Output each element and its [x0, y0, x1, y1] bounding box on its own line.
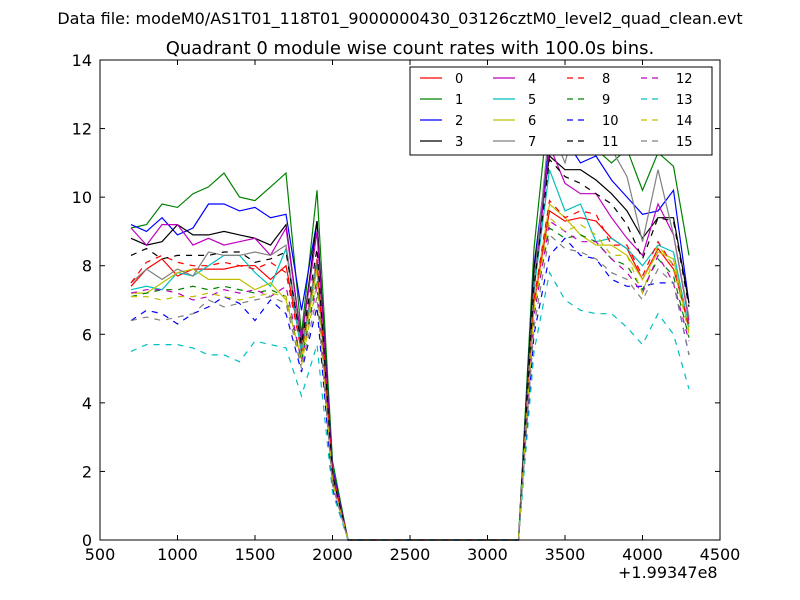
legend-label-1: 1: [455, 93, 463, 108]
y-tick-label: 0: [82, 531, 92, 550]
legend-label-13: 13: [676, 93, 693, 108]
x-tick-label: 4500: [700, 545, 741, 564]
x-tick-label: 1000: [157, 545, 198, 564]
legend-label-12: 12: [676, 72, 693, 87]
legend-label-3: 3: [455, 135, 463, 150]
legend-frame: [409, 66, 713, 156]
x-axis: 500 1000 1500 2000 2500 3000 3500 4000 4500: [85, 60, 741, 564]
y-tick-label: 14: [72, 51, 92, 70]
legend-label-0: 0: [455, 72, 463, 87]
legend-label-7: 7: [528, 135, 536, 150]
legend-label-6: 6: [528, 114, 536, 129]
legend-label-9: 9: [602, 93, 610, 108]
legend-label-14: 14: [676, 114, 693, 129]
chart-suptitle: Data file: modeM0/AS1T01_118T01_90000004…: [57, 9, 742, 29]
x-tick-label: 3500: [545, 545, 586, 564]
y-tick-label: 4: [82, 394, 92, 413]
y-tick-label: 2: [82, 462, 92, 481]
y-tick-label: 6: [82, 325, 92, 344]
legend-label-2: 2: [455, 114, 463, 129]
legend-label-15: 15: [676, 135, 693, 150]
legend-label-11: 11: [602, 135, 619, 150]
y-tick-label: 8: [82, 257, 92, 276]
y-tick-label: 10: [72, 188, 92, 207]
x-tick-label: 3000: [467, 545, 508, 564]
x-tick-label: 2000: [312, 545, 353, 564]
x-tick-label: 1500: [235, 545, 276, 564]
x-tick-label: 4000: [622, 545, 663, 564]
x-tick-label: 2500: [390, 545, 431, 564]
x-tick-label: 500: [85, 545, 116, 564]
y-tick-label: 12: [72, 120, 92, 139]
legend-label-5: 5: [528, 93, 536, 108]
legend-label-4: 4: [528, 72, 536, 87]
chart-title: Quadrant 0 module wise count rates with …: [166, 38, 655, 59]
legend-label-8: 8: [602, 72, 610, 87]
legend-label-10: 10: [602, 114, 619, 129]
x-offset-label: +1.99347e8: [618, 563, 718, 582]
series-line-13: [130, 270, 690, 541]
